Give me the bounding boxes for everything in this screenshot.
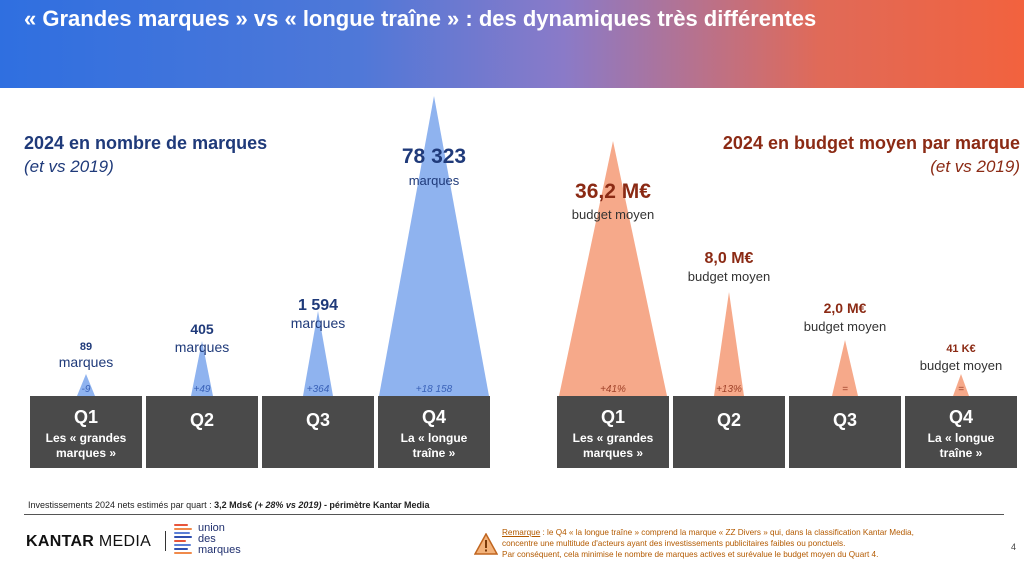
category-box-left-q1 <box>30 396 142 468</box>
remark-label: Remarque <box>502 528 541 537</box>
delta-label: +364 <box>307 384 330 395</box>
kantar-media-logo: KANTAR MEDIA <box>26 533 152 550</box>
category-box-left-q4 <box>378 396 490 468</box>
value-label: 41 K€ <box>946 343 975 355</box>
category-box-right-q3 <box>789 396 901 468</box>
unit-label: marques <box>409 173 460 188</box>
category-label: Q1 <box>601 407 625 427</box>
union-des-marques-logo: union des marques <box>198 522 241 556</box>
category-sublabel: La « longue <box>928 431 995 445</box>
footer-divider <box>24 514 1004 515</box>
category-sublabel: marques » <box>56 446 116 460</box>
unit-label: marques <box>175 339 229 355</box>
delta-label: +18 158 <box>416 384 453 395</box>
category-label: Q4 <box>949 407 973 427</box>
unit-label: marques <box>291 315 345 331</box>
delta-label: +13% <box>716 384 742 395</box>
value-label: 8,0 M€ <box>705 250 754 267</box>
union-des-marques-icon <box>174 524 192 558</box>
category-label: Q1 <box>74 407 98 427</box>
value-label: 2,0 M€ <box>824 300 867 316</box>
category-sublabel: traîne » <box>940 446 983 460</box>
unit-label: budget moyen <box>920 358 1002 373</box>
right-section-subtitle: (et vs 2019) <box>930 157 1020 176</box>
delta-label: +41% <box>600 384 626 395</box>
category-sublabel: Les « grandes <box>46 431 127 445</box>
delta-label: -9 <box>82 384 91 395</box>
value-label: 36,2 M€ <box>575 180 651 203</box>
category-sublabel: marques » <box>583 446 643 460</box>
slide-title: « Grandes marques » vs « longue traîne »… <box>24 6 817 31</box>
remark-note: Remarque : le Q4 « la longue traîne » co… <box>502 528 914 559</box>
category-sublabel: Les « grandes <box>573 431 654 445</box>
chart-triangle-left-q4 <box>379 96 489 396</box>
value-label: 405 <box>190 321 214 337</box>
category-label: Q2 <box>717 410 741 430</box>
logo-divider <box>165 531 166 551</box>
chart-triangle-left-q3 <box>303 311 333 396</box>
unit-label: budget moyen <box>688 269 770 284</box>
delta-label: = <box>958 384 964 395</box>
category-box-right-q4 <box>905 396 1017 468</box>
value-label: 89 <box>80 341 92 353</box>
unit-label: marques <box>59 354 113 370</box>
chart-triangle-right-q1 <box>559 141 667 396</box>
page-number: 4 <box>1010 542 1016 552</box>
header-banner: « Grandes marques » vs « longue traîne »… <box>0 0 1024 88</box>
footnote: Investissements 2024 nets estimés par qu… <box>28 500 429 510</box>
category-label: Q4 <box>422 407 446 427</box>
category-label: Q3 <box>306 410 330 430</box>
category-box-right-q2 <box>673 396 785 468</box>
category-sublabel: traîne » <box>413 446 456 460</box>
chart-triangle-right-q3 <box>832 340 858 396</box>
delta-label: = <box>842 384 848 395</box>
footnote-suffix: - périmètre Kantar Media <box>321 500 430 510</box>
chart-triangle-left-q1 <box>77 374 95 396</box>
value-label: 1 594 <box>298 297 338 314</box>
warning-icon <box>474 533 498 555</box>
right-section-title: 2024 en budget moyen par marque <box>722 133 1020 153</box>
delta-label: +49 <box>194 384 211 395</box>
left-section-title: 2024 en nombre de marques <box>24 133 268 153</box>
category-label: Q3 <box>833 410 857 430</box>
unit-label: budget moyen <box>804 319 886 334</box>
footnote-prefix: Investissements 2024 nets estimés par qu… <box>28 500 215 510</box>
category-box-left-q2 <box>146 396 258 468</box>
unit-label: budget moyen <box>572 207 654 222</box>
chart-triangle-right-q4 <box>953 374 969 396</box>
category-box-right-q1 <box>557 396 669 468</box>
footnote-amount: 3,2 Mds€ <box>214 500 253 510</box>
value-label: 78 323 <box>402 145 466 168</box>
chart-triangle-right-q2 <box>714 292 744 396</box>
left-section-subtitle: (et vs 2019) <box>24 157 114 176</box>
chart-triangle-left-q2 <box>191 341 213 396</box>
category-box-left-q3 <box>262 396 374 468</box>
footnote-change: (+ 28% vs 2019) <box>254 500 322 510</box>
category-sublabel: La « longue <box>401 431 468 445</box>
category-label: Q2 <box>190 410 214 430</box>
